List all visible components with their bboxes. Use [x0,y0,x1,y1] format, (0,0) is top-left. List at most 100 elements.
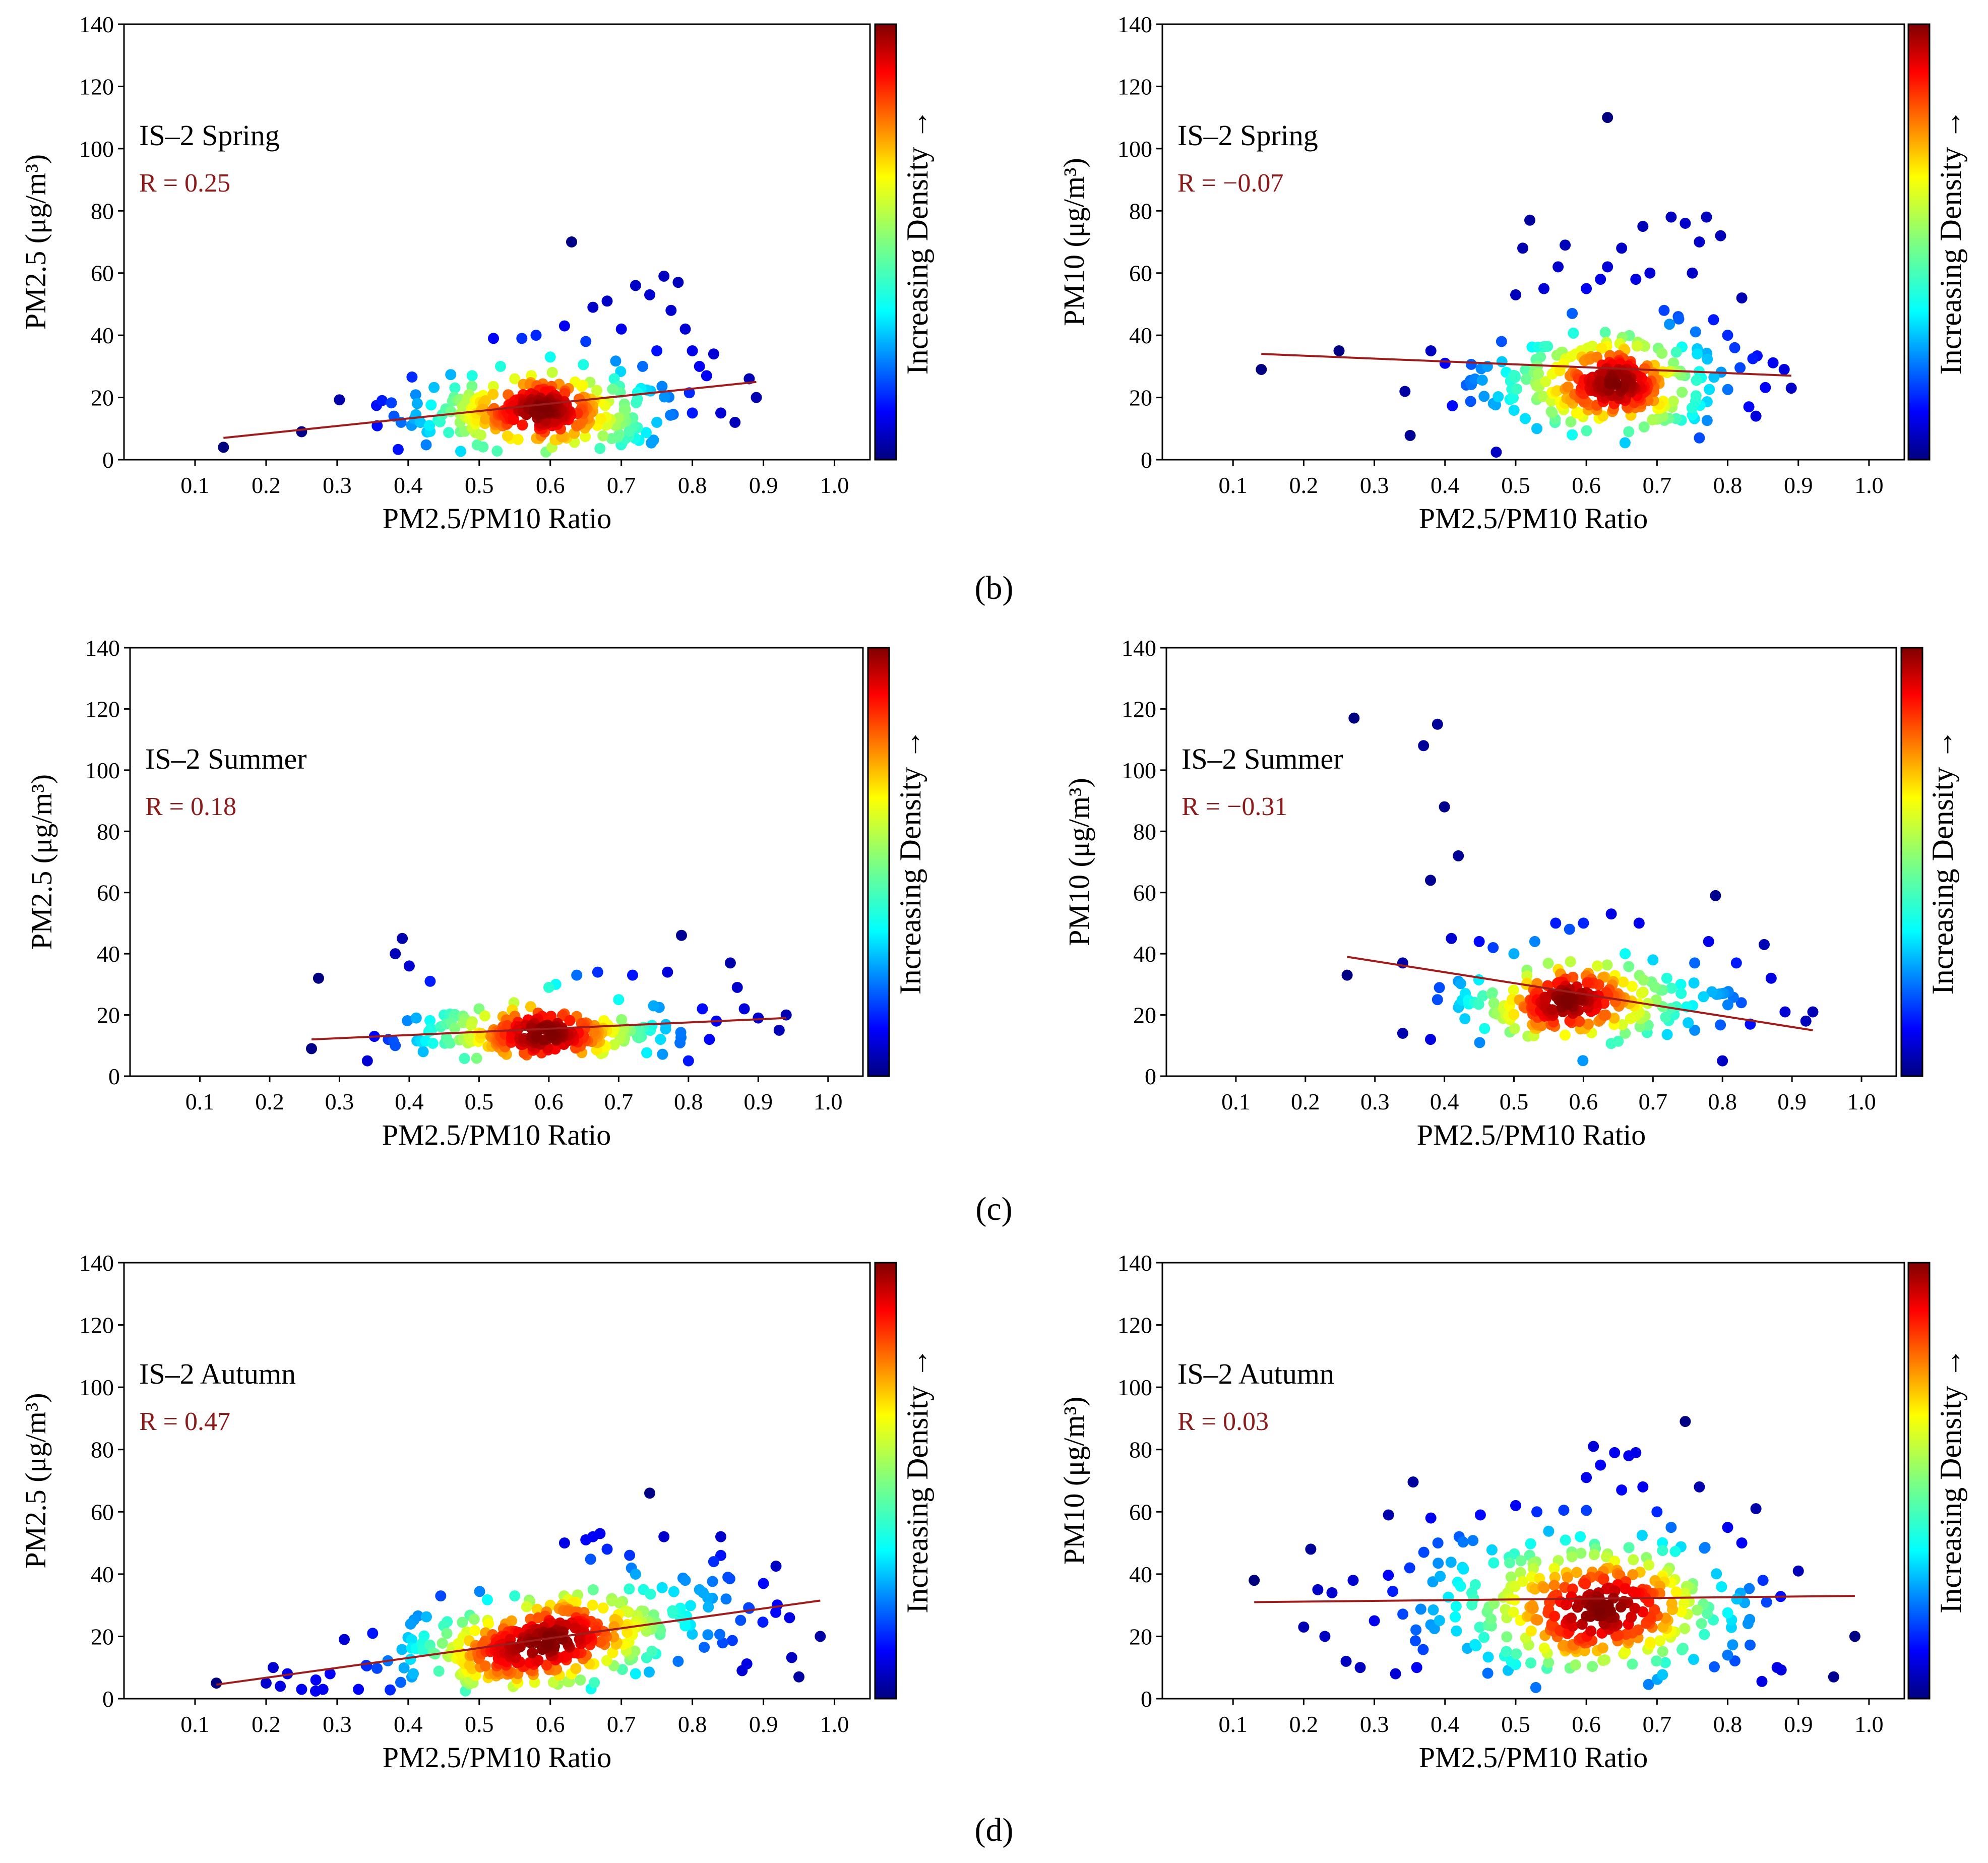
data-point [1427,1604,1439,1616]
y-tick-label: 40 [91,323,114,348]
y-tick-label: 0 [108,1064,120,1089]
data-point [541,1659,552,1671]
x-tick-label: 0.4 [394,472,423,498]
data-point [1661,1029,1673,1040]
x-tick-label: 0.7 [1639,1089,1668,1114]
data-point [1828,1671,1839,1683]
data-point [1623,426,1635,438]
data-point [395,1676,406,1688]
data-point [1524,214,1535,226]
data-point [570,1663,582,1674]
data-point [1701,211,1712,223]
data-point [1488,1598,1500,1609]
data-point [1348,712,1360,724]
x-tick-label: 0.7 [1643,1711,1672,1737]
data-point [679,1575,691,1586]
y-tick-label: 20 [91,385,114,411]
data-point [1340,1655,1352,1667]
x-tick-label: 0.2 [255,1089,284,1114]
data-point [570,1622,581,1634]
data-point [435,1590,447,1602]
data-point [479,1010,490,1022]
x-tick-label: 1.0 [820,1711,849,1737]
data-point [1744,1583,1755,1594]
data-point [1570,1659,1581,1670]
data-point [1727,1639,1738,1651]
data-point [1619,437,1631,449]
data-point [455,446,466,457]
data-point [624,1583,635,1595]
data-point [1397,1608,1409,1620]
y-tick-label: 120 [1117,74,1152,99]
data-point [543,981,554,993]
data-point [1581,283,1592,294]
x-tick-label: 1.0 [1854,472,1884,498]
colorbar-label: Increasing Density → [894,729,927,995]
data-point [390,948,401,960]
data-point [1530,1682,1541,1693]
panel-title: IS–2 Summer [1182,742,1343,775]
data-point [1459,1013,1471,1025]
data-point [1657,1646,1668,1657]
data-point [1722,384,1733,395]
data-point [1538,283,1549,294]
y-tick-label: 80 [91,198,114,224]
data-point [667,1607,679,1619]
data-point [1585,1625,1597,1637]
y-tick-label: 120 [85,696,120,722]
data-point [1560,993,1572,1005]
data-point [601,1543,613,1555]
data-point [1715,1019,1726,1031]
data-point [421,1611,432,1623]
data-point [558,1537,570,1549]
data-point [1565,351,1577,362]
data-point [770,1606,782,1618]
data-point [1432,994,1443,1006]
data-point [1627,1569,1639,1580]
data-point [1750,1503,1762,1515]
x-tick-label: 0.3 [1360,1711,1389,1737]
data-point [704,1034,715,1045]
data-point [1305,1543,1317,1555]
data-point [1602,261,1613,273]
data-point [428,382,440,393]
data-point [1435,1571,1446,1582]
data-point [1616,242,1628,254]
data-point [1571,1567,1583,1578]
y-tick-label: 40 [97,941,120,967]
data-point [1599,1654,1611,1665]
x-tick-label: 0.4 [394,1711,423,1737]
data-point [624,425,635,437]
x-tick-label: 1.0 [814,1089,843,1114]
data-point [1554,365,1566,377]
data-point [1636,987,1647,999]
y-tick-label: 100 [79,136,114,162]
data-point [644,1487,655,1499]
data-point [1451,1625,1462,1637]
correlation-label: R = 0.47 [139,1407,230,1436]
y-tick-label: 140 [1122,635,1156,661]
data-point [1623,1542,1635,1554]
data-point [517,419,528,431]
data-point [1487,942,1499,953]
x-tick-label: 1.0 [1854,1711,1884,1737]
data-point [1734,362,1746,374]
data-point [1595,274,1606,285]
data-point [1736,1537,1748,1549]
y-tick-label: 100 [85,758,120,783]
data-point [1722,999,1733,1011]
data-point [1404,429,1416,441]
data-point [1654,1635,1666,1647]
data-point [1686,402,1698,414]
data-point [1504,1557,1516,1569]
data-point [1675,1606,1687,1618]
data-point [1594,1606,1606,1618]
data-point [1425,345,1437,356]
data-point [610,355,622,367]
data-point [398,1662,410,1673]
x-tick-label: 1.0 [820,472,849,498]
x-axis-label: PM2.5/PM10 Ratio [383,502,611,535]
data-point [1410,1624,1422,1636]
data-point [1567,429,1578,441]
data-point [545,1011,557,1022]
